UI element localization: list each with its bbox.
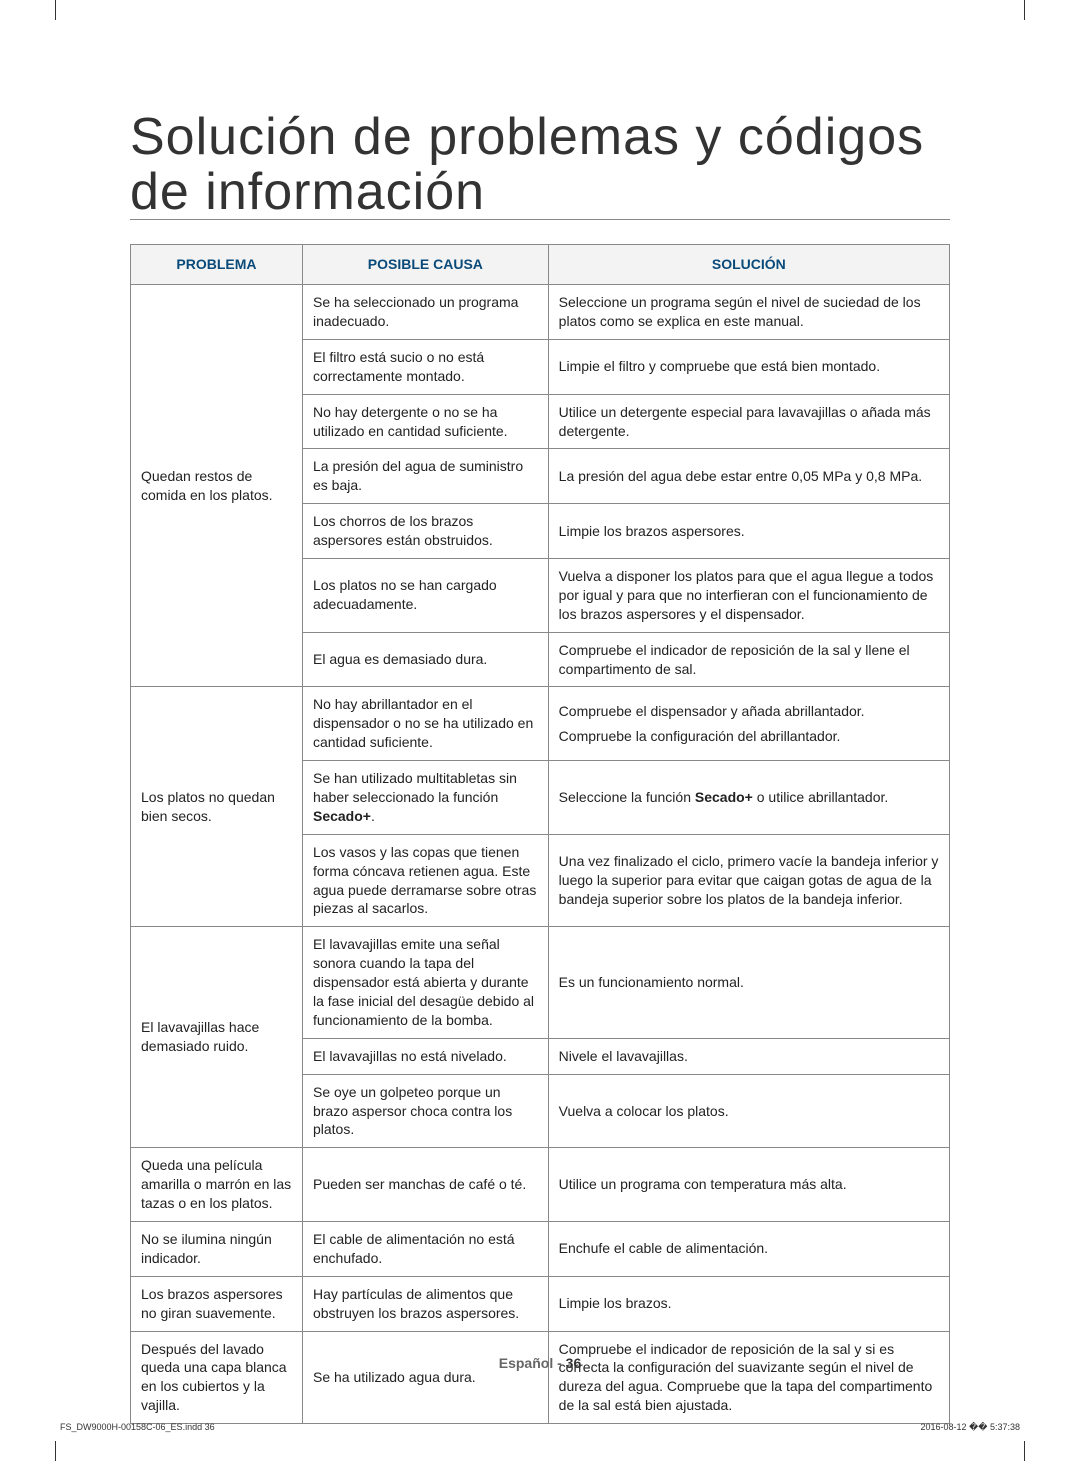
- indd-timestamp: 2016-08-12 �� 5:37:38: [920, 1422, 1020, 1433]
- cause-cell: Los platos no se han cargado adecuadamen…: [302, 558, 548, 632]
- header-solucion: SOLUCIÓN: [548, 245, 949, 285]
- problem-cell: Los platos no quedan bien secos.: [131, 687, 303, 927]
- solution-cell: Compruebe el dispensador y añada abrilla…: [548, 687, 949, 761]
- solution-cell: Seleccione un programa según el nivel de…: [548, 285, 949, 340]
- header-problema: PROBLEMA: [131, 245, 303, 285]
- table-row: Quedan restos de comida en los platos.Se…: [131, 285, 950, 340]
- cause-cell: Se han utilizado multitabletas sin haber…: [302, 761, 548, 835]
- solution-cell: Vuelva a disponer los platos para que el…: [548, 558, 949, 632]
- solution-cell: Limpie los brazos aspersores.: [548, 504, 949, 559]
- problem-cell: Después del lavado queda una capa blanca…: [131, 1331, 303, 1424]
- cause-cell: Los vasos y las copas que tienen forma c…: [302, 834, 548, 927]
- problem-cell: Queda una película amarilla o marrón en …: [131, 1148, 303, 1222]
- solution-cell: Utilice un programa con temperatura más …: [548, 1148, 949, 1222]
- table-row: No se ilumina ningún indicador.El cable …: [131, 1222, 950, 1277]
- page-footer: Español - 36: [0, 1355, 1080, 1371]
- crop-mark: [1005, 0, 1025, 20]
- solution-cell: Enchufe el cable de alimentación.: [548, 1222, 949, 1277]
- solution-cell: Compruebe el indicador de reposición de …: [548, 632, 949, 687]
- cause-cell: El agua es demasiado dura.: [302, 632, 548, 687]
- problem-cell: El lavavajillas hace demasiado ruido.: [131, 927, 303, 1148]
- cause-cell: Se ha seleccionado un programa inadecuad…: [302, 285, 548, 340]
- cause-cell: El lavavajillas emite una señal sonora c…: [302, 927, 548, 1038]
- header-causa: POSIBLE CAUSA: [302, 245, 548, 285]
- footer-meta: FS_DW9000H-00158C-06_ES.indd 36 2016-08-…: [60, 1422, 1020, 1433]
- indd-file: FS_DW9000H-00158C-06_ES.indd 36: [60, 1422, 215, 1433]
- footer-lang: Español -: [499, 1355, 566, 1371]
- problem-cell: Los brazos aspersores no giran suavement…: [131, 1276, 303, 1331]
- solution-cell: Limpie el filtro y compruebe que está bi…: [548, 339, 949, 394]
- page-title: Solución de problemas y códigos de infor…: [130, 110, 950, 219]
- solution-cell: Nivele el lavavajillas.: [548, 1038, 949, 1074]
- cause-cell: No hay detergente o no se ha utilizado e…: [302, 394, 548, 449]
- solution-cell: Limpie los brazos.: [548, 1276, 949, 1331]
- cause-cell: La presión del agua de suministro es baj…: [302, 449, 548, 504]
- cause-cell: Pueden ser manchas de café o té.: [302, 1148, 548, 1222]
- table-row: Los platos no quedan bien secos.No hay a…: [131, 687, 950, 761]
- solution-cell: Es un funcionamiento normal.: [548, 927, 949, 1038]
- page-content: Solución de problemas y códigos de infor…: [0, 0, 1080, 1484]
- solution-cell: Vuelva a colocar los platos.: [548, 1074, 949, 1148]
- table-row: El lavavajillas hace demasiado ruido.El …: [131, 927, 950, 1038]
- crop-mark: [55, 1441, 75, 1461]
- cause-cell: Hay partículas de alimentos que obstruye…: [302, 1276, 548, 1331]
- cause-cell: Se ha utilizado agua dura.: [302, 1331, 548, 1424]
- solution-cell: Utilice un detergente especial para lava…: [548, 394, 949, 449]
- table-row: Los brazos aspersores no giran suavement…: [131, 1276, 950, 1331]
- table-row: Queda una película amarilla o marrón en …: [131, 1148, 950, 1222]
- title-wrap: Solución de problemas y códigos de infor…: [130, 110, 950, 220]
- cause-cell: No hay abrillantador en el dispensador o…: [302, 687, 548, 761]
- crop-mark: [55, 0, 75, 20]
- cause-cell: El cable de alimentación no está enchufa…: [302, 1222, 548, 1277]
- crop-mark: [1005, 1441, 1025, 1461]
- cause-cell: Se oye un golpeteo porque un brazo asper…: [302, 1074, 548, 1148]
- problem-cell: Quedan restos de comida en los platos.: [131, 285, 303, 687]
- solution-cell: Compruebe el indicador de reposición de …: [548, 1331, 949, 1424]
- problem-cell: No se ilumina ningún indicador.: [131, 1222, 303, 1277]
- troubleshooting-table: PROBLEMA POSIBLE CAUSA SOLUCIÓN Quedan r…: [130, 244, 950, 1424]
- footer-page-num: 36: [566, 1355, 582, 1371]
- cause-cell: El filtro está sucio o no está correctam…: [302, 339, 548, 394]
- cause-cell: Los chorros de los brazos aspersores est…: [302, 504, 548, 559]
- solution-cell: La presión del agua debe estar entre 0,0…: [548, 449, 949, 504]
- cause-cell: El lavavajillas no está nivelado.: [302, 1038, 548, 1074]
- solution-cell: Seleccione la función Secado+ o utilice …: [548, 761, 949, 835]
- solution-cell: Una vez finalizado el ciclo, primero vac…: [548, 834, 949, 927]
- table-row: Después del lavado queda una capa blanca…: [131, 1331, 950, 1424]
